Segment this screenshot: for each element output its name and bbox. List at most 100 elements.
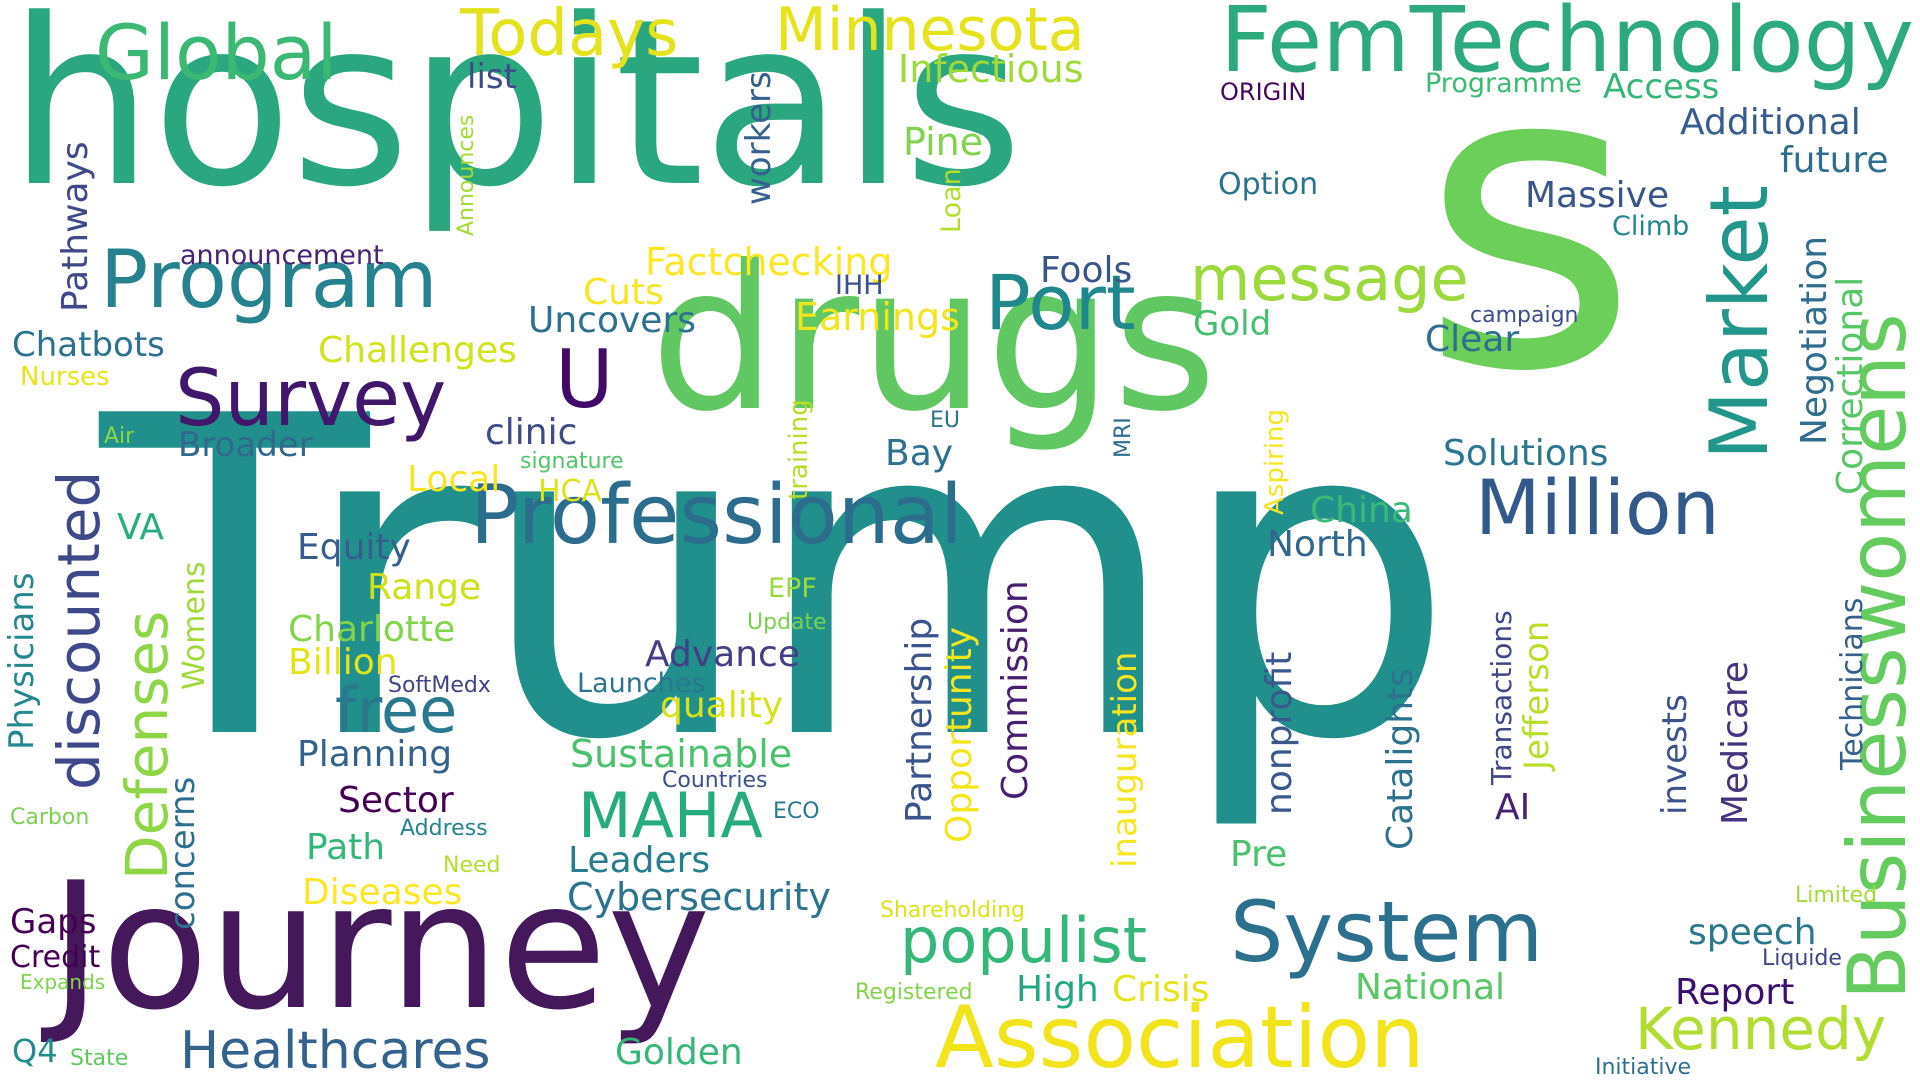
word-commission: Commission xyxy=(995,580,1036,800)
word-va: VA xyxy=(117,507,164,548)
word-factchecking: Factchecking xyxy=(645,240,893,284)
word-workers: workers xyxy=(739,71,779,205)
word-correctional: Correctional xyxy=(1830,276,1871,495)
word-billion: Billion xyxy=(288,642,398,683)
word-global: Global xyxy=(95,8,338,97)
word-catalights: Catalights xyxy=(1380,668,1421,850)
word-report: Report xyxy=(1675,972,1795,1013)
word-solutions: Solutions xyxy=(1443,433,1609,474)
word-campaign: campaign xyxy=(1470,303,1579,328)
word-advance: Advance xyxy=(645,634,800,675)
word-jefferson: Jefferson xyxy=(1517,620,1557,770)
word-launches: Launches xyxy=(577,668,706,699)
word-air: Air xyxy=(104,424,135,449)
word-shareholding: Shareholding xyxy=(880,898,1025,923)
word-cybersecurity: Cybersecurity xyxy=(567,875,831,919)
word-femtechnology: FemTechnology xyxy=(1220,0,1915,93)
word-countries: Countries xyxy=(662,768,768,793)
word-earnings: Earnings xyxy=(795,295,960,339)
word-transactions: Transactions xyxy=(1485,610,1518,785)
word-technicians: Technicians xyxy=(1835,597,1870,770)
word-signature: signature xyxy=(520,449,624,474)
word-golden: Golden xyxy=(615,1032,743,1073)
word-high: High xyxy=(1016,969,1099,1010)
word-chatbots: Chatbots xyxy=(12,325,165,365)
word-clear: Clear xyxy=(1425,319,1520,360)
word-clinic: clinic xyxy=(485,412,578,453)
word-pathways: Pathways xyxy=(55,141,96,312)
word-initiative: Initiative xyxy=(1595,1055,1692,1080)
word-charlotte: Charlotte xyxy=(288,609,456,650)
word-uncovers: Uncovers xyxy=(528,300,696,341)
word-ihh: IHH xyxy=(835,270,884,301)
word-diseases: Diseases xyxy=(302,872,463,913)
word-list: list xyxy=(467,57,517,97)
word-need: Need xyxy=(443,853,501,878)
word-free: free xyxy=(335,674,458,747)
word-speech: speech xyxy=(1688,912,1817,953)
word-broader: Broader xyxy=(178,425,313,465)
word-pine: Pine xyxy=(903,120,984,164)
word-carbon: Carbon xyxy=(10,805,90,830)
word-discounted: discounted xyxy=(45,470,113,790)
word-registered: Registered xyxy=(855,980,973,1005)
word-system: System xyxy=(1230,883,1544,981)
word-challenges: Challenges xyxy=(318,330,517,371)
word-loan: Loan xyxy=(936,168,967,233)
word-inauguration: inauguration xyxy=(1105,651,1145,868)
word-professional: Professional xyxy=(470,468,963,563)
word-quality: quality xyxy=(660,685,784,726)
word-survey: Survey xyxy=(175,354,447,444)
word-gaps: Gaps xyxy=(10,902,97,942)
word-option: Option xyxy=(1218,167,1319,202)
word-fools: Fools xyxy=(1040,250,1133,291)
word-medicare: Medicare xyxy=(1715,660,1756,825)
word-pre: Pre xyxy=(1230,834,1288,875)
word-state: State xyxy=(70,1046,129,1071)
word-cuts: Cuts xyxy=(583,272,664,313)
word-limited: Limited xyxy=(1795,883,1878,908)
word-opportunity: Opportunity xyxy=(939,626,980,843)
word-infectious: Infectious xyxy=(898,47,1084,91)
word-hca: HCA xyxy=(538,474,603,509)
word-q4: Q4 xyxy=(12,1032,58,1070)
word-sector: Sector xyxy=(338,780,454,821)
word-maha: MAHA xyxy=(578,779,763,852)
word-s: s xyxy=(1420,0,1639,464)
word-programme: Programme xyxy=(1425,68,1582,99)
word-additional: Additional xyxy=(1680,102,1861,143)
word-market: Market xyxy=(1693,185,1786,460)
word-origin: ORIGIN xyxy=(1220,78,1307,106)
word-access: Access xyxy=(1603,67,1720,107)
word-todays: Todays xyxy=(460,0,679,71)
word-address: Address xyxy=(400,816,488,841)
word-leaders: Leaders xyxy=(568,840,711,881)
word-bay: Bay xyxy=(885,433,954,474)
word-womens: Womens xyxy=(177,561,212,690)
word-equity: Equity xyxy=(297,527,411,568)
word-physicians: Physicians xyxy=(2,572,42,750)
word-million: Million xyxy=(1475,463,1720,552)
word-association: Association xyxy=(935,988,1425,1080)
word-invests: invests xyxy=(1655,694,1695,815)
word-healthcares: Healthcares xyxy=(180,1021,491,1080)
word-softmedx: SoftMedx xyxy=(388,673,491,698)
word-nurses: Nurses xyxy=(20,362,110,392)
word-populist: populist xyxy=(900,904,1148,977)
word-update: Update xyxy=(747,610,827,635)
word-trump: Trump xyxy=(100,324,1456,836)
word-announces: Announces xyxy=(454,114,479,236)
word-range: Range xyxy=(367,567,482,608)
word-eu: EU xyxy=(930,408,961,433)
word-credit: Credit xyxy=(10,940,101,975)
word-expands: Expands xyxy=(20,970,106,994)
word-hospitals: hospitals xyxy=(8,0,1023,238)
word-eco: ECO xyxy=(773,799,820,824)
word-partnership: Partnership xyxy=(899,617,940,823)
word-announcement: announcement xyxy=(180,240,384,271)
word-program: Program xyxy=(100,233,438,326)
word-negotiation: Negotiation xyxy=(1794,235,1835,445)
word-planning: Planning xyxy=(297,734,453,775)
word-liquide: Liquide xyxy=(1762,946,1842,971)
word-training: training xyxy=(784,399,814,500)
